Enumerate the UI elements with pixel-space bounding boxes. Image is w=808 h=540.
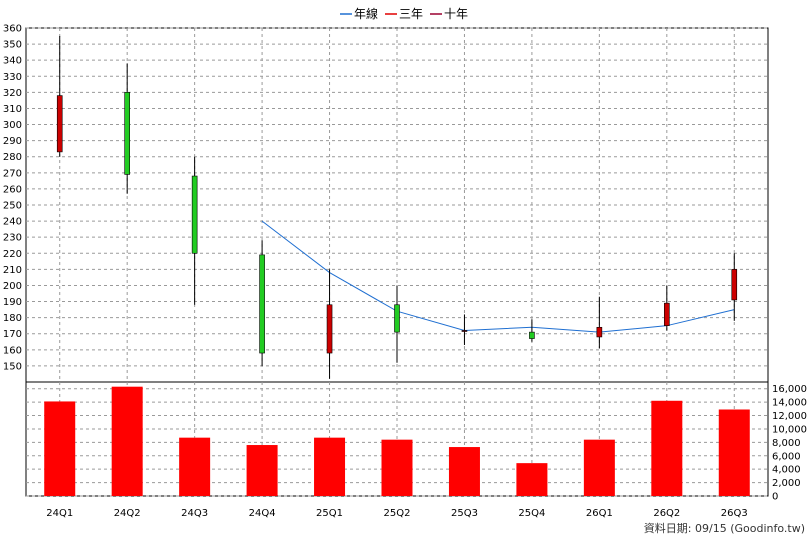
price-y-tick-label: 290 (3, 136, 22, 147)
price-y-tick-label: 180 (3, 313, 22, 324)
x-tick-label: 24Q3 (181, 508, 208, 519)
price-y-tick-label: 250 (3, 201, 22, 212)
price-y-axis: 150 160 170 180 190 200 210 220 230 240 250 260 270 2… (3, 24, 22, 373)
volume-bar (651, 400, 683, 496)
price-y-tick-label: 210 (3, 265, 22, 276)
volume-bar (516, 463, 548, 496)
price-y-tick-label: 350 (3, 40, 22, 51)
candle-body (461, 330, 468, 332)
x-tick-label: 25Q4 (518, 508, 545, 519)
volume-y-tick-label: 0 (772, 492, 778, 503)
legend-label-three-year: 三年 (399, 7, 423, 21)
legend-label-annual: 年線 (354, 6, 378, 21)
price-y-tick-label: 330 (3, 72, 22, 83)
candle-body (394, 304, 400, 333)
price-y-tick-label: 160 (3, 345, 22, 356)
candle-body (259, 254, 265, 354)
x-tick-label: 24Q2 (114, 508, 141, 519)
volume-y-tick-label: 14,000 (772, 398, 807, 409)
volume-bars (44, 386, 750, 496)
volume-bar (718, 409, 750, 496)
volume-bar (246, 445, 278, 496)
volume-y-tick-label: 10,000 (772, 424, 807, 435)
price-y-tick-label: 360 (3, 24, 22, 35)
x-tick-label: 25Q3 (451, 508, 478, 519)
price-y-tick-label: 270 (3, 168, 22, 179)
volume-y-tick-label: 12,000 (772, 411, 807, 422)
x-axis: 24Q1 24Q2 24Q3 24Q4 25Q1 25Q2 25Q3 25Q4 26Q1 26Q2… (46, 508, 748, 519)
volume-bar (583, 439, 615, 496)
price-y-tick-label: 150 (3, 361, 22, 372)
x-tick-label: 25Q2 (384, 508, 411, 519)
volume-y-tick-label: 6,000 (772, 451, 801, 462)
candle-body (124, 92, 130, 175)
price-y-tick-label: 310 (3, 104, 22, 115)
price-y-tick-label: 190 (3, 297, 22, 308)
volume-panel: 0 2,000 4,000 6,000 8,000 10,000 12,000 14,000 1… (25, 381, 807, 503)
price-y-tick-label: 200 (3, 281, 22, 292)
price-y-tick-label: 280 (3, 152, 22, 163)
price-y-tick-label: 240 (3, 217, 22, 228)
volume-bar (381, 439, 413, 496)
volume-y-axis: 0 2,000 4,000 6,000 8,000 10,000 12,000 14,000 1… (772, 384, 807, 502)
price-y-tick-label: 260 (3, 184, 22, 195)
volume-bar (111, 386, 143, 496)
candle-body (731, 269, 738, 301)
volume-bar (448, 447, 480, 496)
annual-ma-line (261, 220, 735, 333)
price-y-tick-label: 300 (3, 120, 22, 131)
volume-bar (44, 401, 76, 496)
price-panel: 150 160 170 180 190 200 210 220 230 240 250 260 270 2… (3, 24, 769, 383)
volume-bar (314, 437, 346, 496)
candle-body (326, 304, 333, 354)
legend: 年線 三年 十年 (340, 6, 468, 21)
candle-body (56, 95, 63, 153)
candles (56, 36, 738, 379)
candle-body (664, 302, 670, 326)
candle-body (529, 331, 535, 339)
price-y-tick-label: 230 (3, 233, 22, 244)
volume-y-tick-label: 8,000 (772, 438, 801, 449)
x-tick-label: 24Q1 (46, 508, 73, 519)
candle-body (191, 175, 198, 254)
x-tick-label: 24Q4 (249, 508, 276, 519)
price-y-tick-label: 340 (3, 56, 22, 67)
x-tick-label: 25Q1 (316, 508, 343, 519)
volume-y-tick-label: 4,000 (772, 465, 801, 476)
price-y-tick-label: 170 (3, 329, 22, 340)
volume-bar (179, 437, 211, 496)
legend-label-ten-year: 十年 (444, 7, 468, 21)
x-tick-label: 26Q3 (721, 508, 748, 519)
x-tick-label: 26Q2 (653, 508, 680, 519)
footer-source: 資料日期: 09/15 (Goodinfo.tw) (644, 521, 805, 535)
price-y-tick-label: 320 (3, 88, 22, 99)
x-tick-label: 26Q1 (586, 508, 613, 519)
candle-body (596, 326, 603, 338)
volume-y-tick-label: 16,000 (772, 384, 807, 395)
volume-y-tick-label: 2,000 (772, 478, 801, 489)
price-y-tick-label: 220 (3, 249, 22, 260)
annual-ma-polyline (261, 220, 735, 333)
